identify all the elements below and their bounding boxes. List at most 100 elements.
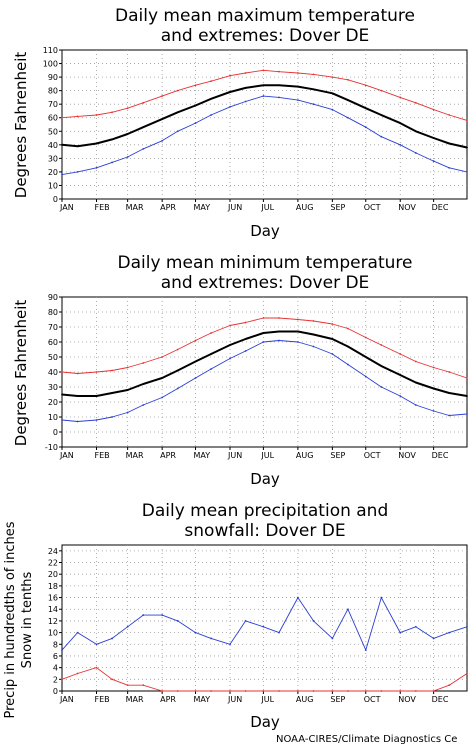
precip-series-snow-point [61, 678, 63, 681]
precip-y-tick-label: 4 [53, 664, 58, 673]
max-temp-y-tick-label: 80 [48, 87, 58, 96]
min-temp-series-high-point [161, 356, 164, 358]
max-temp-series-low-point [399, 143, 402, 146]
min-temp-y-tick-label: 60 [48, 338, 58, 347]
max-temp-series-mean-point [380, 114, 383, 116]
min-temp-series-low-point [296, 341, 299, 343]
max-temp-series-mean-point [194, 104, 197, 107]
max-temp-series-low-point [176, 130, 179, 133]
min-temp-series-mean-point [296, 330, 299, 333]
precip-y-tick-label: 0 [53, 687, 58, 696]
max-temp-series-low-point [296, 99, 299, 102]
max-temp-y-tick-label: 30 [48, 154, 58, 163]
max-temp-series-high-point [380, 89, 383, 92]
precip-month-label-sep: SEP [330, 695, 345, 704]
precip-series-snow-point [347, 690, 349, 692]
max-temp-series-high-point [347, 78, 349, 81]
min-temp-series-mean-point [126, 389, 129, 391]
max-temp-series-mean-point [432, 137, 435, 139]
max-temp-series-low-point [161, 139, 164, 142]
max-temp-y-tick-label: 10 [48, 181, 58, 190]
precip-month-label-dec: DEC [432, 695, 449, 704]
min-temp-series-low-point [399, 395, 402, 397]
max-temp-series-low-point [126, 156, 129, 158]
min-temp-series-low-point [194, 377, 197, 379]
max-temp-month-label-oct: OCT [364, 203, 381, 212]
max-temp-series-low-point [466, 171, 468, 173]
precip-series-precip-point [229, 643, 231, 646]
max-temp-series-high-point [414, 101, 417, 104]
max-temp-series-low-point [142, 147, 145, 150]
precip-month-label-oct: OCT [364, 695, 381, 704]
max-temp-series-low-point [111, 161, 113, 164]
max-temp-y-tick-label: 110 [43, 46, 58, 55]
precip-x-axis-label: Day [250, 713, 280, 731]
max-temp-series-low-point [210, 114, 212, 116]
min-temp-y-tick-label: -10 [45, 443, 58, 452]
min-temp-series-high-point [111, 369, 113, 372]
precip-series-precip-point [331, 637, 334, 640]
min-temp-series-mean-point [111, 392, 113, 394]
min-temp-series-high-point [364, 336, 367, 339]
max-temp-series-low-point [194, 122, 197, 125]
min-temp-series-low-point [76, 420, 79, 423]
min-temp-month-label-jan: JAN [59, 451, 74, 460]
min-temp-series-high-point [229, 324, 231, 327]
min-temp-month-label-feb: FEB [94, 451, 109, 460]
min-temp-series-high-point [296, 318, 299, 321]
precip-series-snow-point [210, 690, 212, 692]
precip-month-label-apr: APR [160, 695, 176, 704]
min-temp-series-low-point [262, 341, 265, 343]
min-temp-month-label-mar: MAR [126, 451, 144, 460]
max-temp-y-tick-label: 90 [48, 73, 58, 82]
min-temp-series-low-point [229, 357, 231, 360]
max-temp-panel: Daily mean maximum temperature and extre… [12, 6, 468, 240]
max-temp-series-low-point [76, 171, 79, 173]
precip-y-tick-label: 2 [53, 675, 58, 684]
precip-month-label-feb: FEB [94, 695, 109, 704]
min-temp-series-mean-point [312, 333, 315, 336]
min-temp-series-mean-point [142, 383, 145, 385]
min-temp-series-low-point [448, 414, 451, 417]
max-temp-series-low-point [278, 96, 280, 99]
precip-series-snow-point [399, 690, 402, 692]
min-temp-series-low-point [278, 339, 280, 342]
min-temp-y-tick-label: 80 [48, 308, 58, 317]
min-temp-series-mean-point [262, 332, 265, 334]
max-temp-series-low-point [244, 100, 247, 103]
min-temp-series-high-point [466, 377, 468, 379]
precip-series-snow-point [244, 690, 247, 692]
precip-series-snow-point [76, 672, 79, 675]
precip-series-precip-point [194, 631, 197, 634]
precip-series-precip-point [142, 614, 145, 616]
max-temp-series-mean-point [466, 146, 468, 149]
max-temp-y-tick-label: 50 [48, 127, 58, 136]
max-temp-series-high-point [448, 114, 451, 116]
max-temp-series-low-point [364, 126, 367, 129]
min-temp-series-low-point [161, 396, 164, 399]
precip-series-precip-point [414, 625, 417, 628]
min-temp-series-mean-point [194, 360, 197, 363]
precip-series-snow-point [126, 684, 129, 687]
precip-plot-frame [61, 544, 468, 692]
min-temp-series-low-point [142, 404, 145, 406]
precip-series-snow-point [278, 690, 280, 692]
max-temp-series-mean-point [312, 88, 315, 91]
max-temp-y-tick-label: 0 [53, 195, 58, 204]
precip-y-axis-label-line-1: Precip in hundredths of inches [3, 521, 18, 718]
min-temp-series-low-point [466, 413, 468, 415]
precip-y-tick-label: 8 [53, 640, 58, 649]
max-temp-series-high-point [364, 84, 367, 87]
min-temp-series-high-point [142, 362, 145, 364]
credit-text: NOAA-CIRES/Climate Diagnostics Ce [276, 734, 457, 745]
min-temp-y-tick-label: 50 [48, 353, 58, 362]
max-temp-month-label-jun: JUN [227, 203, 242, 212]
min-temp-series-high-point [76, 372, 79, 375]
min-temp-series-high-point [61, 371, 63, 373]
min-temp-series-mean-point [331, 338, 334, 340]
max-temp-series-mean-point [76, 145, 79, 148]
min-temp-series-mean-point [61, 393, 63, 396]
min-temp-series-high-point [432, 366, 435, 369]
min-temp-series-mean-point [414, 381, 417, 384]
precip-series-snow-point [364, 690, 367, 692]
